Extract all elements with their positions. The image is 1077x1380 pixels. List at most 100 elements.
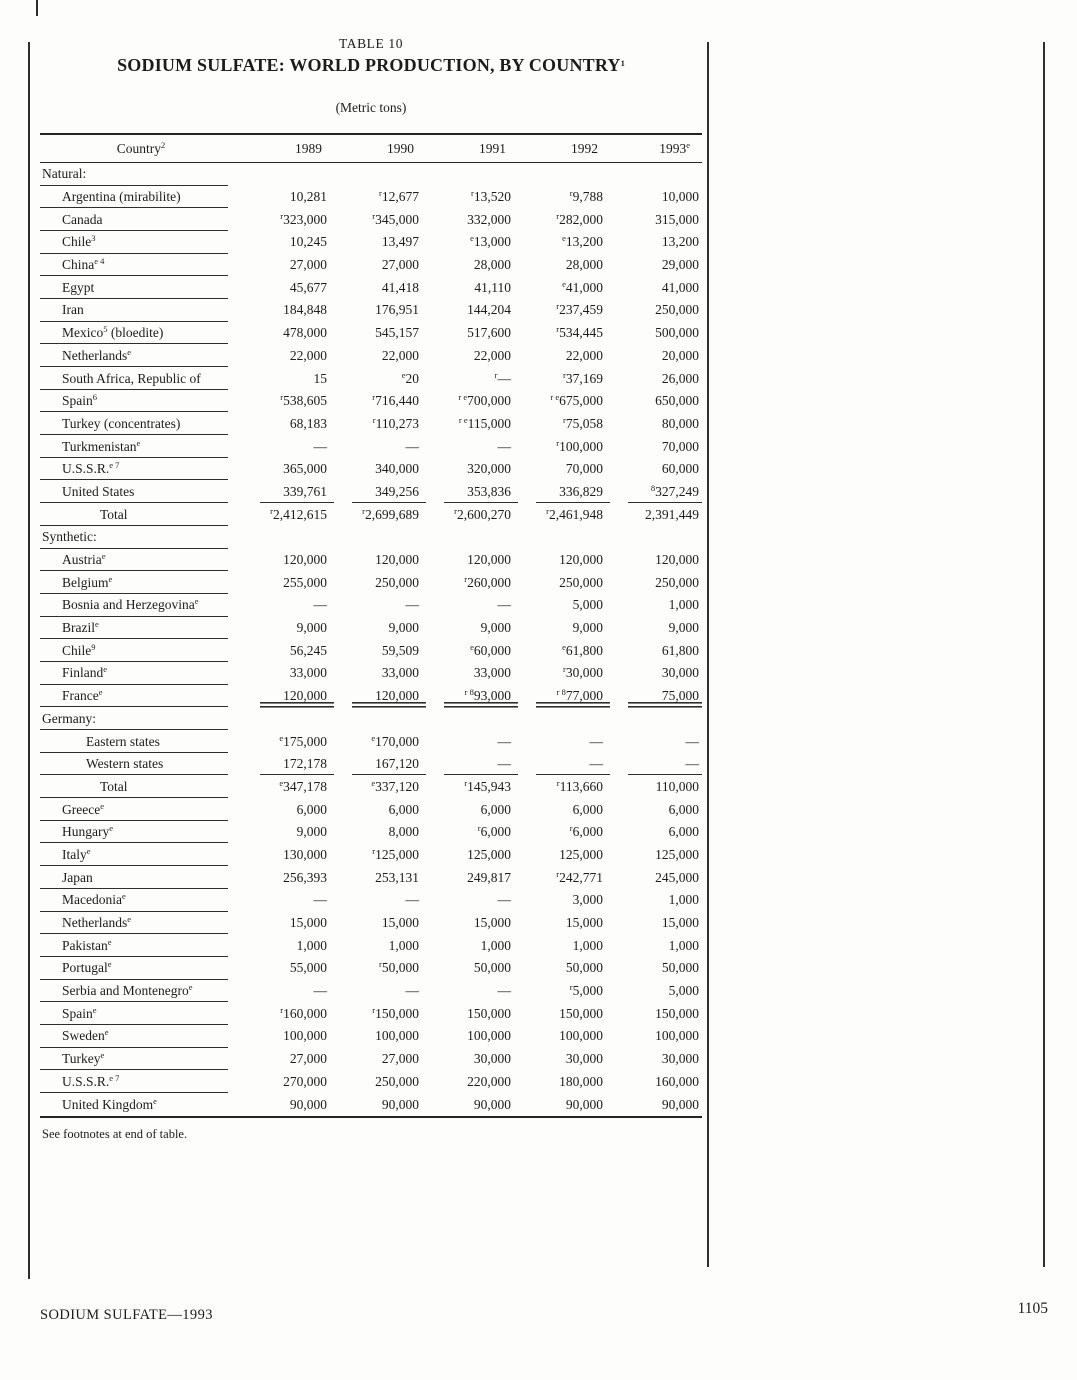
- row-value: 120,000: [283, 552, 327, 568]
- row-value: e20: [401, 369, 419, 386]
- row-value: 130,000: [283, 846, 327, 862]
- row-value: 90,000: [518, 1093, 610, 1118]
- row-value: —: [589, 733, 604, 749]
- row-value: r716,440: [372, 392, 419, 409]
- row-value: [334, 526, 426, 549]
- row-value: 6,000: [296, 801, 327, 817]
- row-value: 100,000: [467, 1028, 511, 1044]
- row-value: 10,281: [289, 189, 327, 205]
- row-value: r2,699,689: [362, 505, 419, 522]
- table-row: Netherlandse 22,000 22,000 22,000 22,000 20,0…: [40, 344, 702, 368]
- row-value: e337,120: [371, 777, 419, 794]
- row-label: Finlande: [40, 662, 242, 685]
- row-label: Macedoniae: [40, 889, 242, 912]
- row-value: r237,459: [556, 301, 603, 318]
- row-value: 144,204: [467, 302, 511, 318]
- table-row: Iran 184,848 176,951 144,204 r237,459 250,000: [40, 299, 702, 322]
- row-value: —: [497, 597, 512, 613]
- row-value: 249,817: [467, 869, 511, 885]
- row-value: 6,000: [668, 801, 699, 817]
- row-value: —: [405, 892, 420, 908]
- see-footnotes-note: See footnotes at end of table.: [42, 1126, 188, 1141]
- row-value: 9,000: [480, 620, 511, 636]
- table-row: Mexico5 (bloedite) 478,000 545,157 517,600 r…: [40, 321, 702, 345]
- row-value: 90,000: [242, 1093, 334, 1118]
- row-value: r538,605: [280, 392, 327, 409]
- row-value: —: [497, 733, 512, 749]
- row-value: —: [426, 752, 518, 776]
- row-value: 125,000: [655, 846, 699, 862]
- row-value: 120,000: [242, 684, 334, 708]
- table-title: SODIUM SULFATE: WORLD PRODUCTION, BY COU…: [40, 55, 702, 76]
- row-value: 339,761: [242, 480, 334, 504]
- row-value: 167,120: [334, 752, 426, 776]
- row-label: Natural:: [40, 162, 242, 186]
- table-row: Serbia and Montenegroe — — — r5,000 5,000: [40, 979, 702, 1003]
- row-value: 120,000: [467, 552, 511, 568]
- row-value: 250,000: [655, 574, 699, 590]
- row-label: U.S.S.R.e 7: [40, 457, 242, 481]
- row-value: 60,000: [661, 461, 699, 477]
- row-value: e13,200: [562, 233, 603, 250]
- table-row: Swedene 100,000 100,000 100,000 100,000 100,0…: [40, 1025, 702, 1048]
- row-value: 150,000: [559, 1005, 603, 1021]
- row-label: Japan: [40, 866, 242, 889]
- row-label: Egypt: [40, 276, 242, 300]
- table-units: (Metric tons): [335, 100, 407, 115]
- row-value: 15,000: [565, 915, 603, 931]
- row-label: Turkmenistane: [40, 435, 242, 458]
- table-row: Francee 120,000 120,000 r 893,000 r 877,000 7…: [40, 684, 702, 708]
- page-border-right: [1043, 42, 1045, 1267]
- row-label: Total: [40, 503, 242, 526]
- row-value: 22,000: [381, 347, 419, 363]
- row-value: r125,000: [372, 845, 419, 862]
- row-value: 27,000: [289, 257, 327, 273]
- row-value: 1,000: [572, 937, 603, 953]
- row-value: r282,000: [556, 210, 603, 227]
- row-value: 650,000: [655, 393, 699, 409]
- table-title-footnote-sup: 1: [620, 58, 625, 68]
- row-label: Belgiume: [40, 571, 242, 595]
- row-value: 250,000: [375, 574, 419, 590]
- row-value: 184,848: [283, 302, 327, 318]
- column-header-1993-text: 1993: [659, 140, 687, 156]
- row-value: r2,600,270: [454, 505, 511, 522]
- row-value: 320,000: [467, 461, 511, 477]
- table-row: Egypt 45,677 41,418 41,110 e41,000 41,000: [40, 276, 702, 300]
- column-header-country-sup: 2: [161, 139, 166, 150]
- row-value: 61,800: [661, 642, 699, 658]
- table-row: Portugale 55,000 r50,000 50,000 50,000 50,000: [40, 957, 702, 980]
- row-value: 9,000: [296, 620, 327, 636]
- row-value: 270,000: [283, 1073, 327, 1089]
- row-value: [242, 526, 334, 549]
- row-value: 50,000: [565, 960, 603, 976]
- table-row: U.S.S.R.e 7 270,000 250,000 220,000 180,000 1…: [40, 1070, 702, 1094]
- table-row: Finlande 33,000 33,000 33,000 r30,000 30,000: [40, 662, 702, 685]
- table-row: Italye 130,000 r125,000 125,000 125,000 125,0…: [40, 843, 702, 867]
- row-value: 500,000: [655, 325, 699, 341]
- table-row: Belgiume 255,000 250,000 r260,000 250,000 250…: [40, 571, 702, 595]
- row-label: Canada: [40, 208, 242, 232]
- column-header-1992-text: 1992: [571, 140, 598, 156]
- row-label: Iran: [40, 299, 242, 322]
- row-label: Italye: [40, 843, 242, 867]
- row-value: 120,000: [334, 684, 426, 708]
- row-value: 176,951: [375, 302, 419, 318]
- table-row: Turkmenistane — — — r100,000 70,000: [40, 435, 702, 458]
- column-header-1992: 1992: [518, 133, 610, 163]
- row-value: 45,677: [289, 279, 327, 295]
- row-value: 50,000: [473, 960, 511, 976]
- table-row: Turkeye 27,000 27,000 30,000 30,000 30,000: [40, 1047, 702, 1071]
- row-value: 30,000: [661, 665, 699, 681]
- row-value: e170,000: [371, 732, 419, 749]
- row-value: —: [497, 892, 512, 908]
- row-value: 59,509: [381, 642, 419, 658]
- row-value: 10,245: [289, 234, 327, 250]
- row-value: 250,000: [655, 302, 699, 318]
- row-value: 50,000: [661, 960, 699, 976]
- row-value: [518, 708, 610, 731]
- row-value: 30,000: [565, 1051, 603, 1067]
- row-value: 2,391,449: [645, 506, 699, 522]
- row-value: 27,000: [381, 257, 419, 273]
- row-value: r2,412,615: [270, 505, 327, 522]
